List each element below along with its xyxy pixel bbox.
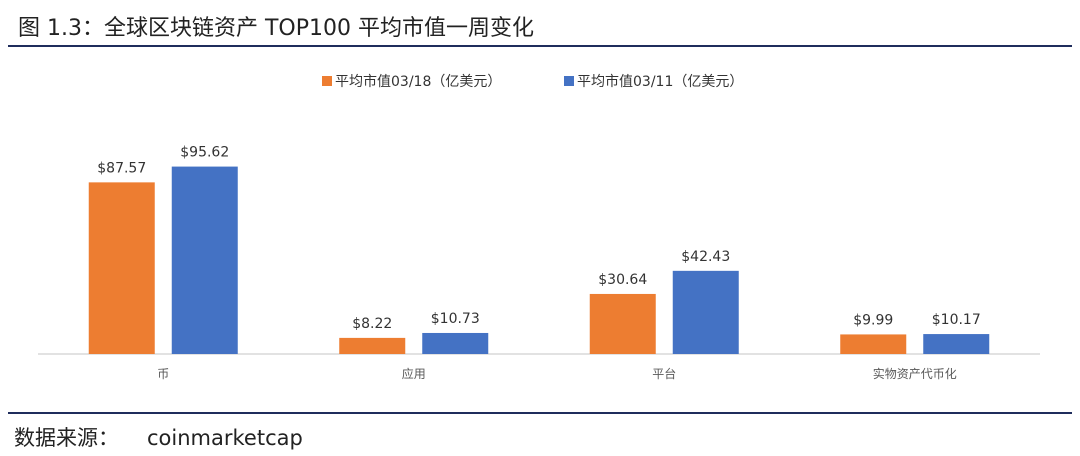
legend-label-2: 平均市值03/11（亿美元） [577, 73, 743, 90]
bar-2-4 [923, 334, 990, 354]
figure-title: 图 1.3：全球区块链资产 TOP100 平均市值一周变化 [18, 16, 534, 41]
data-label-1-3: $30.64 [598, 272, 647, 288]
source-note: 数据来源： coinmarketcap [14, 422, 303, 452]
source-name: coinmarketcap [147, 426, 303, 450]
bar-2-3 [672, 270, 739, 354]
bar-2-2 [422, 332, 489, 354]
category-label-1: 币 [157, 367, 169, 381]
category-label-4: 实物资产代币化 [873, 366, 957, 381]
data-label-2-4: $10.17 [932, 312, 981, 328]
legend-swatch-1 [322, 76, 332, 86]
legend-swatch-2 [564, 76, 574, 86]
bar-2-1 [171, 166, 238, 354]
bar-1-4 [840, 334, 907, 354]
category-label-3: 平台 [652, 366, 676, 381]
chart-area: 平均市值03/18（亿美元） 平均市值03/11（亿美元） $87.57 $95.62… [0, 48, 1080, 408]
category-label-2: 应用 [402, 366, 426, 381]
bar-1-2 [339, 337, 406, 354]
data-label-2-1: $95.62 [180, 145, 229, 161]
source-rule [8, 412, 1072, 414]
data-label-1-4: $9.99 [853, 312, 893, 328]
legend-label-1: 平均市值03/18（亿美元） [335, 73, 501, 90]
data-label-2-3: $42.43 [681, 249, 730, 265]
source-label: 数据来源： [14, 426, 119, 450]
title-rule [8, 45, 1072, 47]
bar-chart: 平均市值03/18（亿美元） 平均市值03/11（亿美元） $87.57 $95.62… [38, 73, 1040, 381]
data-label-1-1: $87.57 [97, 160, 146, 176]
data-label-2-2: $10.73 [431, 311, 480, 327]
bar-1-3 [589, 293, 656, 354]
bar-1-1 [88, 182, 155, 354]
data-label-1-2: $8.22 [352, 316, 392, 332]
